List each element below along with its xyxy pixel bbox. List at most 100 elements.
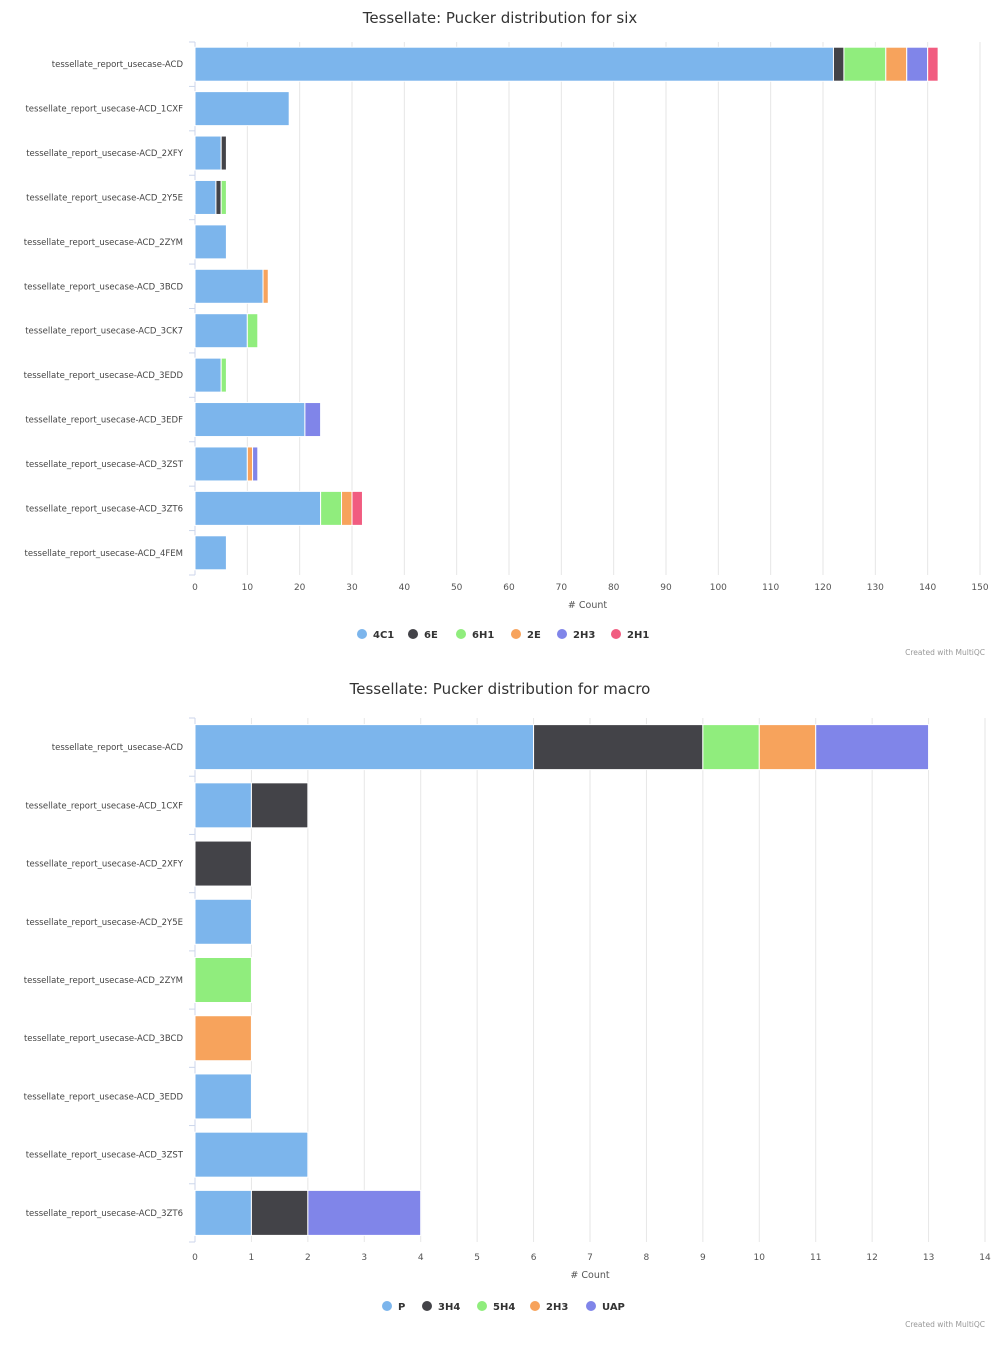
category-label: tessellate_report_usecase-ACD_3EDF xyxy=(25,416,183,426)
x-tick-label: 20 xyxy=(294,583,306,593)
bar-segment[interactable] xyxy=(250,782,309,829)
legend-item-label[interactable]: 2E xyxy=(527,630,541,641)
chart-macro-svg: Tessellate: Pucker distribution for macr… xyxy=(24,680,991,1329)
bar-segment[interactable] xyxy=(194,490,322,526)
x-tick-label: 10 xyxy=(754,1253,766,1263)
bar-segment[interactable] xyxy=(194,724,535,771)
bar-segment[interactable] xyxy=(320,490,343,526)
bar-segment[interactable] xyxy=(262,268,269,304)
legend-marker[interactable] xyxy=(357,629,367,639)
bar-segment[interactable] xyxy=(194,224,227,260)
bar-segment[interactable] xyxy=(194,446,248,482)
bar-segment[interactable] xyxy=(351,490,363,526)
credits-link[interactable]: Created with MultiQC xyxy=(905,648,985,657)
bar-segment[interactable] xyxy=(194,898,252,945)
x-tick-label: 5 xyxy=(474,1253,480,1263)
bar-segment[interactable] xyxy=(194,1131,309,1178)
bar-segment[interactable] xyxy=(832,46,845,82)
legend-marker[interactable] xyxy=(586,1301,596,1311)
category-label: tessellate_report_usecase-ACD_3BCD xyxy=(24,282,183,292)
legend-marker[interactable] xyxy=(456,629,466,639)
bar-segment[interactable] xyxy=(927,46,939,82)
bar-segment[interactable] xyxy=(885,46,908,82)
bar-segment[interactable] xyxy=(215,179,222,215)
legend-marker[interactable] xyxy=(382,1301,392,1311)
legend-item-label[interactable]: 6E xyxy=(424,630,438,641)
bar-segment[interactable] xyxy=(246,313,259,349)
x-tick-label: 40 xyxy=(399,583,411,593)
legend-marker[interactable] xyxy=(557,629,567,639)
bar-segment[interactable] xyxy=(304,402,322,438)
credits-link[interactable]: Created with MultiQC xyxy=(905,1320,985,1329)
bar-segment[interactable] xyxy=(194,840,252,887)
x-axis-title: # Count xyxy=(568,600,607,611)
bar-segment[interactable] xyxy=(906,46,929,82)
x-tick-label: 13 xyxy=(923,1253,934,1263)
bar-segment[interactable] xyxy=(220,135,227,171)
chart-six-svg: Tessellate: Pucker distribution for six t… xyxy=(24,9,989,657)
legend-marker[interactable] xyxy=(408,629,418,639)
legend-item-label[interactable]: 6H1 xyxy=(472,630,494,641)
bar-segment[interactable] xyxy=(815,724,930,771)
bar-segment[interactable] xyxy=(194,1189,252,1236)
x-tick-label: 0 xyxy=(192,1253,198,1263)
category-label: tessellate_report_usecase-ACD_3CK7 xyxy=(25,327,183,337)
legend-marker[interactable] xyxy=(477,1301,487,1311)
legend-item-label[interactable]: 2H3 xyxy=(546,1302,568,1313)
x-axis-title: # Count xyxy=(570,1270,609,1281)
bar-segment[interactable] xyxy=(220,357,227,393)
bar-segment[interactable] xyxy=(194,91,290,127)
legend-item-label[interactable]: 4C1 xyxy=(373,630,394,641)
category-label: tessellate_report_usecase-ACD_4FEM xyxy=(25,549,183,559)
bar-segment[interactable] xyxy=(246,446,254,482)
bar-segment[interactable] xyxy=(194,268,264,304)
bar-segment[interactable] xyxy=(533,724,704,771)
bar-segment[interactable] xyxy=(194,782,252,829)
bar-segment[interactable] xyxy=(194,535,227,571)
category-label: tessellate_report_usecase-ACD_2Y5E xyxy=(26,193,183,203)
bar-segment[interactable] xyxy=(220,179,227,215)
bar-segment[interactable] xyxy=(194,1015,252,1062)
legend-item-label[interactable]: 3H4 xyxy=(438,1302,460,1313)
category-label: tessellate_report_usecase-ACD_3ZST xyxy=(26,1151,184,1161)
legend-marker[interactable] xyxy=(511,629,521,639)
bar-segment[interactable] xyxy=(194,135,222,171)
x-tick-label: 14 xyxy=(979,1253,991,1263)
legend-item-label[interactable]: 2H3 xyxy=(573,630,595,641)
x-tick-label: 80 xyxy=(608,583,620,593)
x-tick-label: 110 xyxy=(762,583,779,593)
bar-segment[interactable] xyxy=(758,724,817,771)
bar-segment[interactable] xyxy=(194,1073,252,1120)
bar-segment[interactable] xyxy=(341,490,353,526)
bar-segment[interactable] xyxy=(843,46,887,82)
x-tick-label: 70 xyxy=(556,583,568,593)
legend-marker[interactable] xyxy=(530,1301,540,1311)
x-tick-label: 10 xyxy=(242,583,254,593)
bar-segment[interactable] xyxy=(194,313,248,349)
legend-item-label[interactable]: P xyxy=(398,1302,405,1313)
x-tick-label: 12 xyxy=(866,1253,877,1263)
bar-segment[interactable] xyxy=(194,357,222,393)
legend-marker[interactable] xyxy=(422,1301,432,1311)
bar-segment[interactable] xyxy=(194,957,252,1003)
bar-segment[interactable] xyxy=(702,724,760,771)
bar-segment[interactable] xyxy=(194,46,834,82)
legend-marker[interactable] xyxy=(611,629,621,639)
bar-segment[interactable] xyxy=(252,446,259,482)
x-tick-label: 30 xyxy=(346,583,358,593)
category-label: tessellate_report_usecase-ACD_3EDD xyxy=(24,1092,184,1102)
x-tick-label: 100 xyxy=(710,583,727,593)
x-tick-label: 140 xyxy=(919,583,936,593)
bar-segment[interactable] xyxy=(194,402,306,438)
category-label: tessellate_report_usecase-ACD_3BCD xyxy=(24,1034,183,1044)
legend-item-label[interactable]: 2H1 xyxy=(627,630,649,641)
legend-item-label[interactable]: UAP xyxy=(602,1302,625,1313)
bar-segment[interactable] xyxy=(194,179,217,215)
category-label: tessellate_report_usecase-ACD_3EDD xyxy=(24,371,184,381)
chart-macro: Tessellate: Pucker distribution for macr… xyxy=(0,672,1000,1347)
bar-segment[interactable] xyxy=(250,1189,309,1236)
bar-segment[interactable] xyxy=(307,1189,422,1236)
category-label: tessellate_report_usecase-ACD_1CXF xyxy=(25,105,183,115)
category-label: tessellate_report_usecase-ACD xyxy=(52,743,184,753)
legend-item-label[interactable]: 5H4 xyxy=(493,1302,515,1313)
